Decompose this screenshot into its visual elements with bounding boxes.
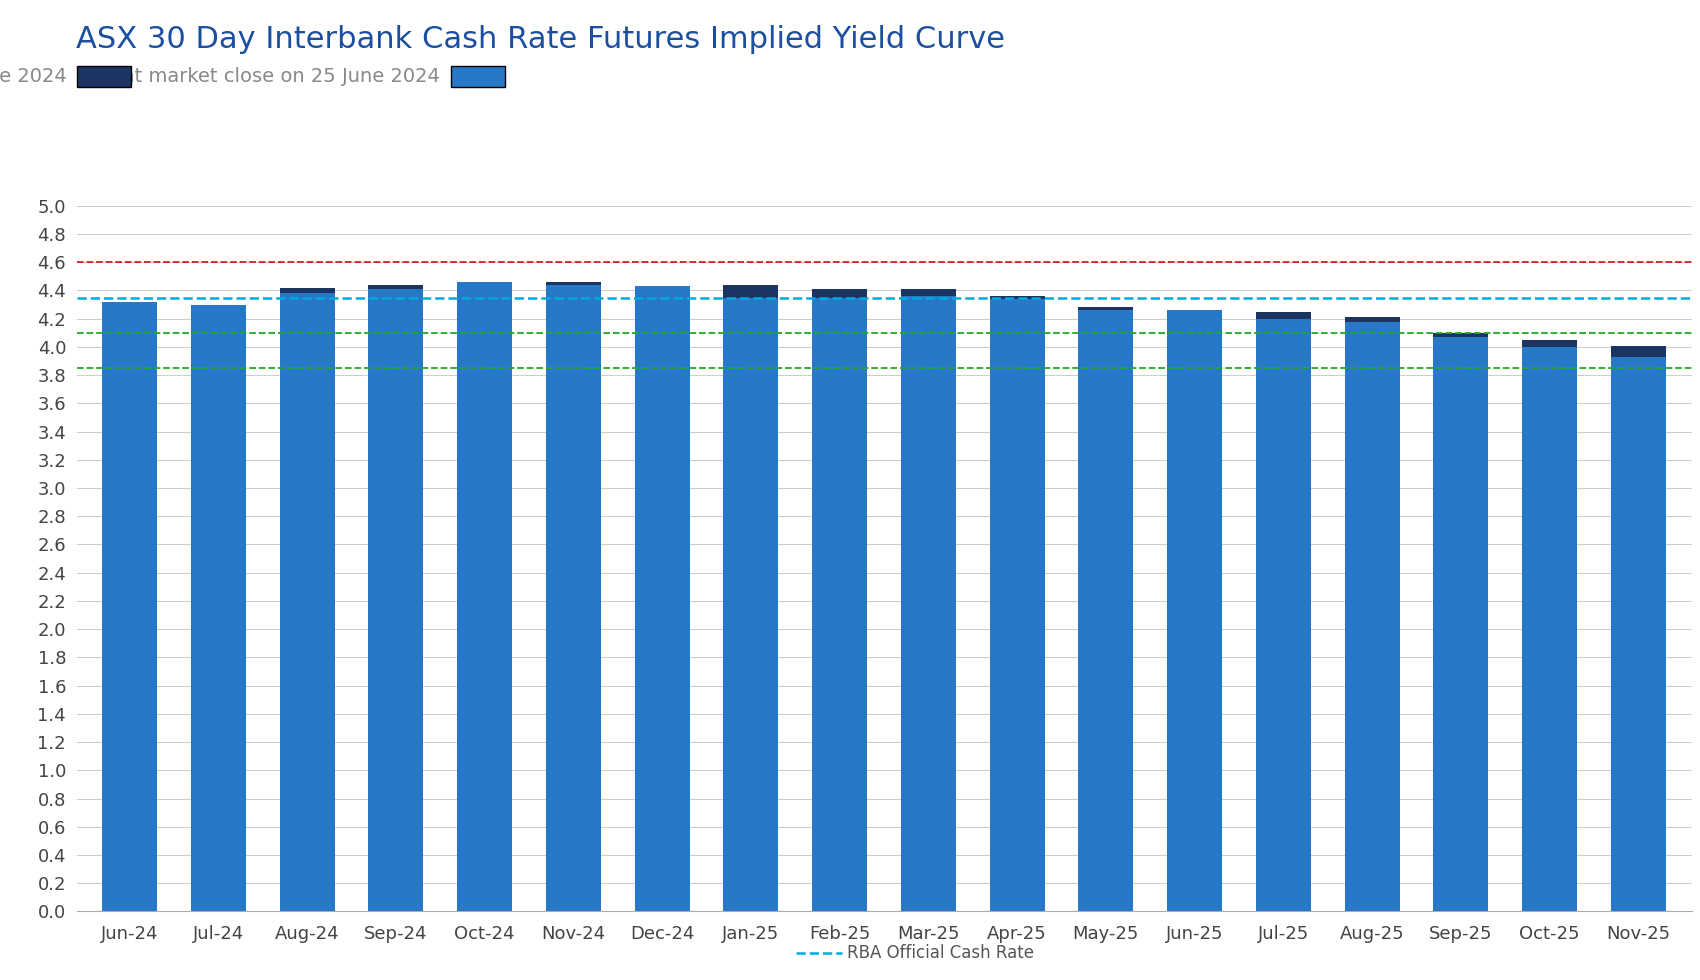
Bar [1610, 357, 1666, 911]
Bar [1433, 337, 1488, 911]
Bar [813, 298, 867, 911]
Bar [369, 289, 423, 911]
FancyBboxPatch shape [76, 66, 131, 87]
Bar [457, 282, 512, 911]
Bar [1168, 311, 1222, 911]
Bar [190, 305, 246, 911]
Bar [1610, 346, 1666, 357]
Bar [901, 289, 955, 296]
Text: RBA Official Cash Rate: RBA Official Cash Rate [847, 944, 1034, 961]
Bar [1345, 321, 1399, 911]
Bar [1433, 333, 1488, 337]
Text: ASX 30 Day Interbank Cash Rate Futures Implied Yield Curve: ASX 30 Day Interbank Cash Rate Futures I… [76, 24, 1005, 54]
Bar [989, 299, 1044, 911]
Bar [280, 293, 335, 911]
Bar [1256, 318, 1311, 911]
Bar [369, 285, 423, 289]
Bar [1522, 347, 1578, 911]
Bar [724, 298, 779, 911]
Bar [1078, 308, 1134, 311]
Bar [1078, 311, 1134, 911]
Text: As at market close on 26 June 2024: As at market close on 26 June 2024 [0, 67, 66, 86]
Bar [102, 302, 156, 911]
Bar [546, 285, 600, 911]
Bar [1522, 340, 1578, 347]
Bar [280, 288, 335, 293]
Bar [634, 286, 690, 911]
Bar [989, 296, 1044, 299]
Text: As at market close on 25 June 2024: As at market close on 25 June 2024 [94, 67, 440, 86]
Bar [813, 289, 867, 298]
Bar [1256, 312, 1311, 318]
Bar [724, 285, 779, 298]
FancyBboxPatch shape [450, 66, 505, 87]
Bar [901, 296, 955, 911]
Bar [546, 282, 600, 285]
Bar [1345, 318, 1399, 321]
